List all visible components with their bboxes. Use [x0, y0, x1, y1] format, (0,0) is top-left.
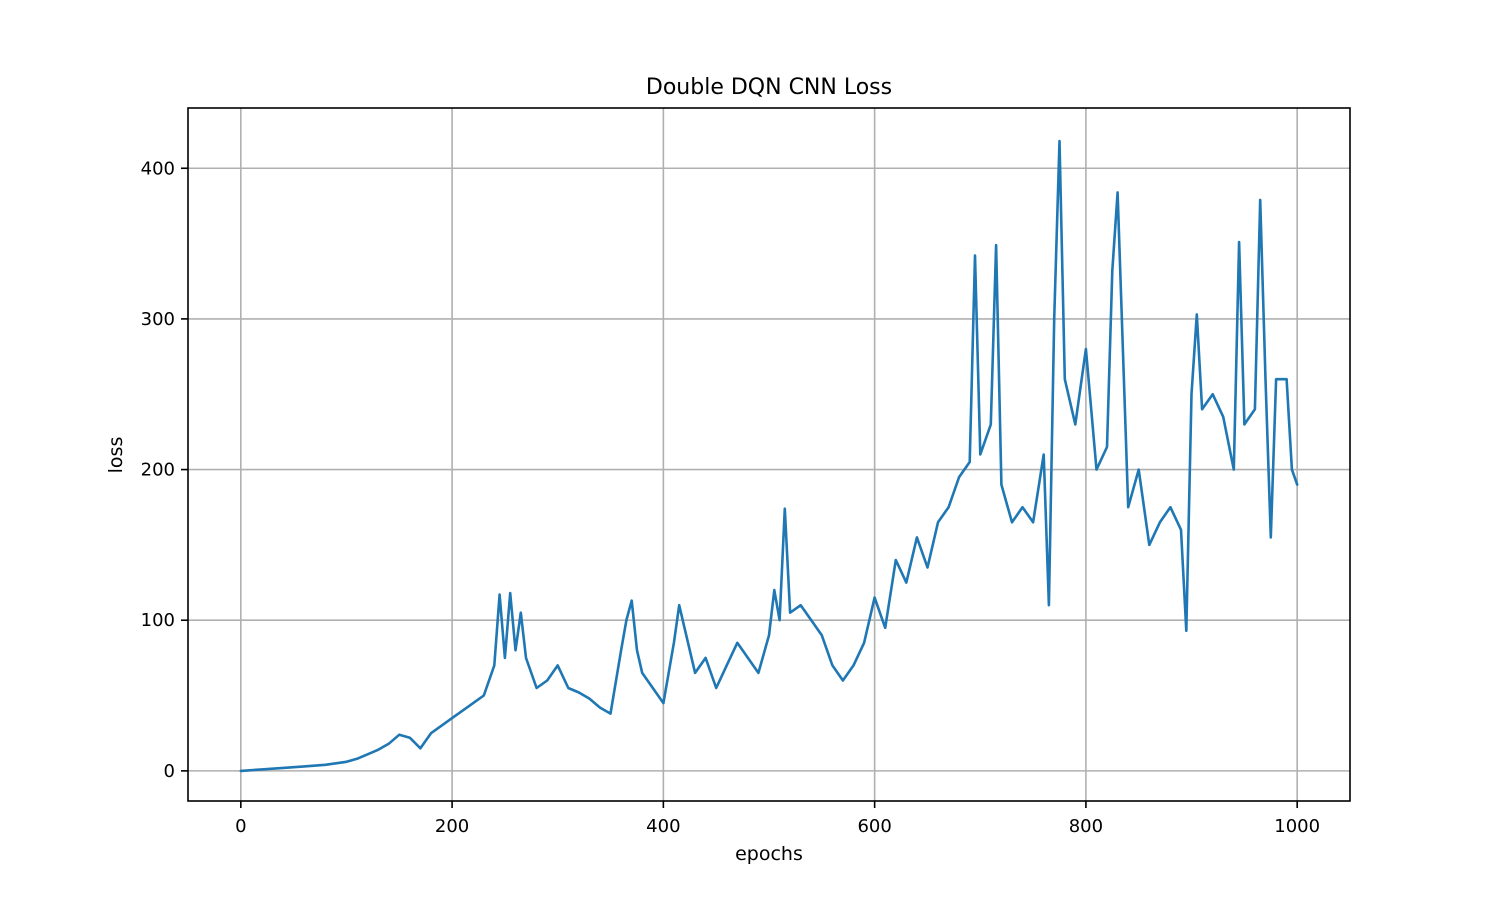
x-axis-ticks: 0 200 400 600 800 1000: [235, 801, 1320, 837]
chart-title: Double DQN CNN Loss: [646, 75, 892, 100]
y-tick-label: 0: [164, 761, 175, 782]
x-tick-label: 800: [1069, 816, 1103, 837]
y-axis-ticks: 0 100 200 300 400: [141, 158, 188, 782]
x-axis-label: epochs: [735, 843, 803, 865]
y-tick-label: 300: [141, 309, 175, 330]
grid-lines: [188, 108, 1350, 801]
x-tick-label: 600: [857, 816, 891, 837]
x-tick-label: 200: [435, 816, 469, 837]
y-axis-label: loss: [105, 437, 127, 474]
loss-series-line: [239, 139, 1299, 773]
x-tick-label: 400: [646, 816, 680, 837]
plot-frame: [187, 107, 1351, 802]
y-tick-label: 100: [141, 610, 175, 631]
x-tick-label: 0: [235, 816, 246, 837]
series-group: [239, 139, 1299, 773]
y-tick-label: 200: [141, 460, 175, 481]
x-tick-label: 1000: [1274, 816, 1320, 837]
y-tick-label: 400: [141, 158, 175, 179]
